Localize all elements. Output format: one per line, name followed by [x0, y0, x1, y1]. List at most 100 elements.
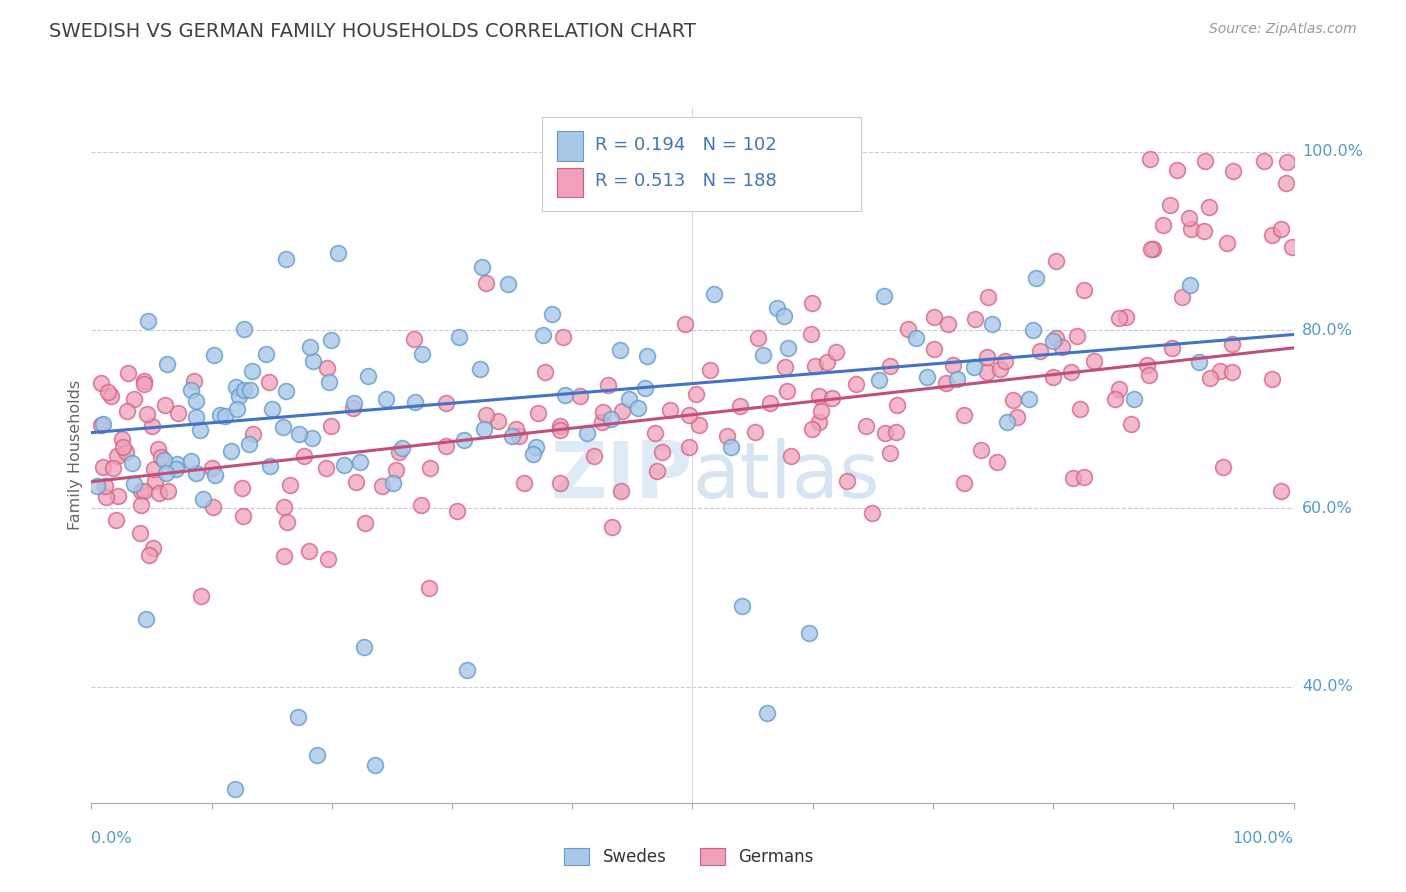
Point: [1192, 224, 1215, 238]
Point: [747, 331, 769, 345]
Point: [1222, 164, 1244, 178]
Point: [273, 500, 295, 515]
Point: [156, 483, 179, 498]
Point: [456, 663, 478, 677]
Point: [815, 355, 838, 369]
Point: [837, 474, 859, 488]
Point: [884, 425, 907, 439]
Point: [409, 498, 432, 512]
Point: [744, 425, 766, 440]
Point: [357, 368, 380, 383]
Point: [434, 439, 457, 453]
Point: [1270, 221, 1292, 235]
Point: [845, 376, 868, 391]
Point: [381, 475, 404, 490]
Point: [592, 405, 614, 419]
Point: [946, 372, 969, 386]
Point: [756, 706, 779, 720]
Point: [418, 581, 440, 595]
Point: [233, 321, 256, 335]
Point: [548, 476, 571, 491]
Text: 40.0%: 40.0%: [1302, 680, 1353, 694]
Point: [208, 408, 231, 422]
Point: [969, 443, 991, 458]
Point: [166, 406, 188, 420]
Point: [107, 490, 129, 504]
Point: [153, 452, 176, 467]
Point: [548, 423, 571, 437]
Point: [1253, 153, 1275, 168]
Point: [988, 362, 1011, 376]
Text: R = 0.194   N = 102: R = 0.194 N = 102: [595, 136, 778, 154]
Point: [551, 330, 574, 344]
Point: [271, 419, 294, 434]
Point: [179, 454, 201, 468]
Point: [86, 479, 108, 493]
Point: [90, 376, 112, 391]
Point: [1025, 271, 1047, 285]
Point: [1171, 290, 1194, 304]
Point: [917, 370, 939, 384]
FancyBboxPatch shape: [543, 118, 860, 211]
Point: [471, 260, 494, 274]
Point: [1166, 162, 1188, 177]
Point: [541, 307, 564, 321]
Point: [1045, 331, 1067, 345]
Point: [873, 426, 896, 441]
Point: [100, 390, 122, 404]
Point: [278, 478, 301, 492]
Point: [132, 483, 155, 498]
Point: [1161, 341, 1184, 355]
Point: [702, 287, 724, 301]
Point: [486, 414, 509, 428]
Point: [298, 544, 321, 558]
Point: [1073, 470, 1095, 484]
Point: [90, 417, 112, 432]
Point: [315, 461, 337, 475]
Point: [375, 392, 398, 406]
Point: [316, 361, 339, 376]
Point: [610, 483, 633, 498]
Point: [190, 589, 212, 603]
Point: [1042, 369, 1064, 384]
Point: [470, 362, 492, 376]
Point: [276, 252, 298, 266]
Point: [371, 479, 394, 493]
Point: [678, 408, 700, 422]
Point: [800, 326, 823, 341]
Point: [576, 425, 599, 440]
Point: [254, 347, 277, 361]
Point: [180, 383, 202, 397]
Point: [201, 461, 224, 475]
Point: [554, 387, 576, 401]
Point: [636, 349, 658, 363]
Point: [1209, 364, 1232, 378]
Point: [582, 449, 605, 463]
Point: [766, 301, 789, 316]
Point: [319, 419, 342, 434]
Point: [496, 277, 519, 291]
Point: [610, 404, 633, 418]
Point: [776, 341, 799, 355]
Point: [124, 392, 146, 407]
Point: [129, 525, 152, 540]
Point: [1121, 417, 1143, 432]
Point: [101, 460, 124, 475]
Text: 60.0%: 60.0%: [1302, 501, 1353, 516]
Point: [860, 506, 883, 520]
Text: atlas: atlas: [692, 438, 880, 514]
Point: [155, 467, 177, 481]
Point: [148, 485, 170, 500]
Point: [897, 322, 920, 336]
Point: [449, 330, 471, 344]
Point: [952, 475, 974, 490]
Point: [233, 383, 256, 397]
Point: [800, 422, 823, 436]
Point: [976, 350, 998, 364]
Point: [922, 310, 945, 324]
Point: [776, 384, 799, 398]
Point: [226, 402, 249, 417]
Point: [1066, 329, 1088, 343]
Point: [1062, 470, 1084, 484]
Point: [183, 374, 205, 388]
